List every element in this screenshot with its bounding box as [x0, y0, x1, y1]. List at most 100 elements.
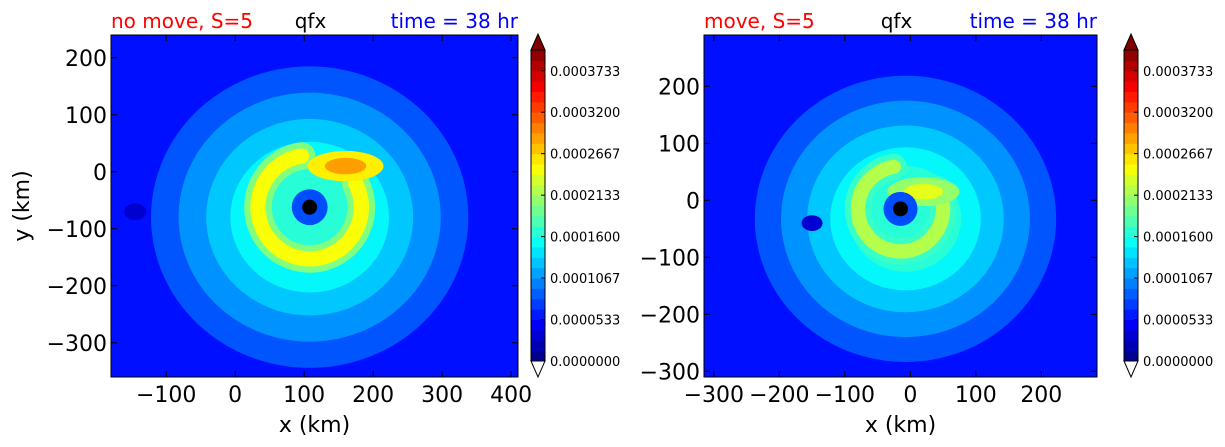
colorbar-tick-label: 0.0002667 [1143, 148, 1213, 163]
contour-blob-inner [324, 157, 367, 175]
colorbar-frame [1123, 49, 1139, 362]
colorbar-segment [531, 309, 545, 321]
colorbar-segment [531, 288, 545, 300]
colorbar-segment [1124, 91, 1138, 103]
y-axis-label: y (km) [10, 170, 35, 241]
y-tick-label: 100 [658, 132, 700, 157]
colorbar-segment [1124, 278, 1138, 289]
colorbar-segment [531, 340, 545, 352]
plot-frame [110, 34, 519, 378]
x-tick-label: 100 [283, 383, 325, 408]
colorbar-segment [1124, 298, 1138, 310]
colorbar-extend-min [1123, 360, 1139, 379]
colorbar-segment [1124, 70, 1138, 82]
colorbar-segment [531, 112, 545, 124]
storm-center-marker [302, 199, 318, 215]
colorbar-segment [1124, 246, 1138, 258]
contour-low-spot [801, 215, 823, 231]
colorbar-segment [531, 122, 545, 134]
y-tick-label: −100 [47, 218, 107, 243]
colorbar-segment [531, 143, 545, 155]
x-tick-label: 200 [352, 383, 394, 408]
colorbar-segment [531, 215, 545, 227]
colorbar-segment [531, 195, 545, 206]
colorbar-segment [1124, 236, 1138, 248]
colorbar-segment [531, 91, 545, 103]
colorbar-segment [1124, 143, 1138, 155]
panel-1: −100 0 100 200 300 400 200 100 0 −100 −200 −300 x (k… [10, 9, 620, 438]
plot-frame [703, 34, 1098, 378]
colorbar-segment [1124, 309, 1138, 321]
colorbar-segment [531, 246, 545, 258]
colorbar-tick-label: 0.0003733 [550, 65, 620, 80]
colorbar-segment [1124, 205, 1138, 217]
colorbar-segment [1124, 101, 1138, 113]
x-tick-label: 300 [421, 383, 463, 408]
colorbar-segment [1124, 164, 1138, 175]
colorbar-segment [531, 257, 545, 269]
colorbar-segment [531, 184, 545, 196]
title-right: time = 38 hr [970, 9, 1098, 33]
colorbar-segment [531, 101, 545, 113]
colorbar-segment [1124, 122, 1138, 134]
x-axis-label: x (km) [865, 413, 936, 438]
colorbar-tick-label: 0.0001600 [1143, 231, 1213, 246]
contour-low-spot [124, 203, 147, 220]
colorbar-segment [531, 164, 545, 175]
colorbar-segment [531, 153, 545, 165]
colorbar-extend-max [530, 32, 546, 51]
colorbar-segment [531, 267, 545, 279]
colorbar-segment [1124, 153, 1138, 165]
colorbar-segment [531, 174, 545, 186]
contour-blob-inner [903, 183, 944, 200]
x-tick-label: 0 [228, 383, 242, 408]
colorbar-tick-label: 0.0002667 [550, 148, 620, 163]
colorbar-tick-label: 0.0001600 [550, 231, 620, 246]
y-tick-label: 0 [93, 161, 107, 186]
colorbar-tick-label: 0.0003200 [1143, 106, 1213, 121]
x-tick-label: 100 [955, 383, 997, 408]
colorbar-segment [531, 236, 545, 248]
colorbar-segment [1124, 329, 1138, 341]
colorbar-segment [1124, 50, 1138, 61]
colorbar-segment [1124, 226, 1138, 238]
title-left: no move, S=5 [111, 9, 253, 33]
colorbar-segment [1124, 81, 1138, 92]
y-tick-label: −300 [640, 360, 700, 385]
colorbar-segment [1124, 288, 1138, 300]
x-tick-label: −300 [684, 383, 744, 408]
y-tick-label: 0 [686, 189, 700, 214]
y-tick-label: −200 [47, 275, 107, 300]
x-tick-label: −100 [815, 383, 875, 408]
colorbar-tick-label: 0.0002133 [1143, 189, 1213, 204]
y-tick-label: 200 [65, 47, 107, 72]
colorbar-segment [1124, 350, 1138, 362]
x-tick-label: 0 [903, 383, 917, 408]
colorbar-extend-min [530, 360, 546, 379]
colorbar-segment [531, 60, 545, 72]
colorbar-segment [1124, 340, 1138, 352]
x-tick-label: −200 [749, 383, 809, 408]
colorbar-segment [531, 70, 545, 82]
x-tick-label: 200 [1020, 383, 1062, 408]
colorbar-tick-label: 0.0003733 [1143, 65, 1213, 80]
colorbar-tick-label: 0.0001067 [550, 272, 620, 287]
colorbar-segment [1124, 319, 1138, 331]
x-tick-label: 400 [490, 383, 532, 408]
colorbar-segment [1124, 267, 1138, 279]
colorbar-segment [531, 319, 545, 331]
title-center: qfx [881, 9, 913, 33]
colorbar-segment [1124, 60, 1138, 72]
colorbar-segment [1124, 195, 1138, 206]
colorbar-tick-label: 0.0001067 [1143, 272, 1213, 287]
colorbar: 0.0000000 0.0000533 0.0001067 0.0001600 0.00… [530, 32, 620, 379]
x-axis-label: x (km) [279, 413, 350, 438]
contour-band-inner [850, 159, 951, 259]
title-right: time = 38 hr [391, 9, 519, 33]
y-tick-label: −200 [640, 303, 700, 328]
x-tick-label: −100 [136, 383, 196, 408]
colorbar-segment [531, 278, 545, 289]
colorbar-segment [531, 226, 545, 238]
colorbar-tick-label: 0.0000533 [550, 314, 620, 329]
colorbar-segment [1124, 215, 1138, 227]
